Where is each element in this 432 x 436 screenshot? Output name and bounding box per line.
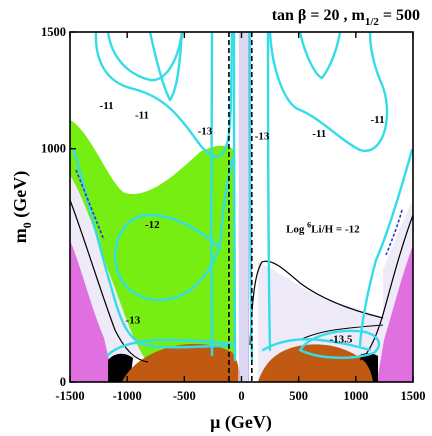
contour-label: -11 <box>135 109 149 121</box>
x-tick-label: 500 <box>289 389 308 403</box>
x-tick-label: 1500 <box>401 389 426 403</box>
axis-ticks: -1500 -1000 -500 0 500 1000 1500 0 1000 1500 <box>41 25 426 403</box>
contour-green-12 <box>113 158 234 302</box>
contour-label: -13.5 <box>330 333 353 345</box>
boundary-curve-lump <box>249 260 384 346</box>
green-region <box>70 120 234 360</box>
contour-label: -11 <box>371 114 385 126</box>
boundary-curve-left <box>70 199 149 363</box>
contour-right-edge <box>358 148 413 347</box>
chart-title: tan β = 20 , m1/2 = 500 <box>272 7 420 28</box>
contour-left-peak <box>148 32 184 102</box>
contour-label: -13 <box>198 126 213 138</box>
contour-right-inner-loop <box>298 32 342 80</box>
contour-label: -13 <box>126 315 141 327</box>
contour-left-13 <box>72 148 234 349</box>
x-tick-label: -500 <box>173 389 196 403</box>
contour-right-outer <box>268 32 389 153</box>
contour-right-vertical <box>266 32 272 352</box>
contour-label: -11 <box>100 100 114 112</box>
pink-region-left <box>70 240 114 382</box>
blue-stripe-left <box>75 169 105 241</box>
central-band-fill <box>238 32 248 382</box>
contour-left-outer <box>94 32 234 158</box>
x-tick-label: 1000 <box>343 389 368 403</box>
plot-regions <box>70 32 413 382</box>
y-tick-label: 1500 <box>41 25 66 39</box>
contour-center-left <box>232 32 237 362</box>
x-tick-label: 0 <box>238 389 244 403</box>
contour-left-bottom <box>106 338 234 357</box>
brown-region-right <box>258 344 373 382</box>
contour-label: -11 <box>312 128 326 140</box>
contour-label: -13 <box>255 130 270 142</box>
dashed-lines <box>228 32 253 382</box>
x-axis-label: μ (GeV) <box>210 412 272 433</box>
lithium-annotation: Log 6Li/H = -12 <box>286 221 360 236</box>
boundary-curve-lump-inner <box>299 324 384 341</box>
contour-left-inner-loop <box>106 32 184 82</box>
contour-left-vertical <box>210 32 214 357</box>
contour-labels: -11 -11 -13 -13 -11 -11 -12 -13 -13.5 <box>100 100 385 345</box>
contour-label: -12 <box>145 219 160 231</box>
y-tick-label: 1000 <box>41 142 66 156</box>
x-tick-label: -1000 <box>113 389 142 403</box>
pink-region-right <box>377 245 413 382</box>
contour-right-bottom <box>261 338 372 352</box>
y-tick-label: 0 <box>60 375 66 389</box>
boundary-curve-right <box>359 214 413 361</box>
y-axis-label: m0 (GeV) <box>10 171 34 243</box>
x-tick-label: -1500 <box>55 389 84 403</box>
contour-right-loop-13-5 <box>298 329 381 359</box>
